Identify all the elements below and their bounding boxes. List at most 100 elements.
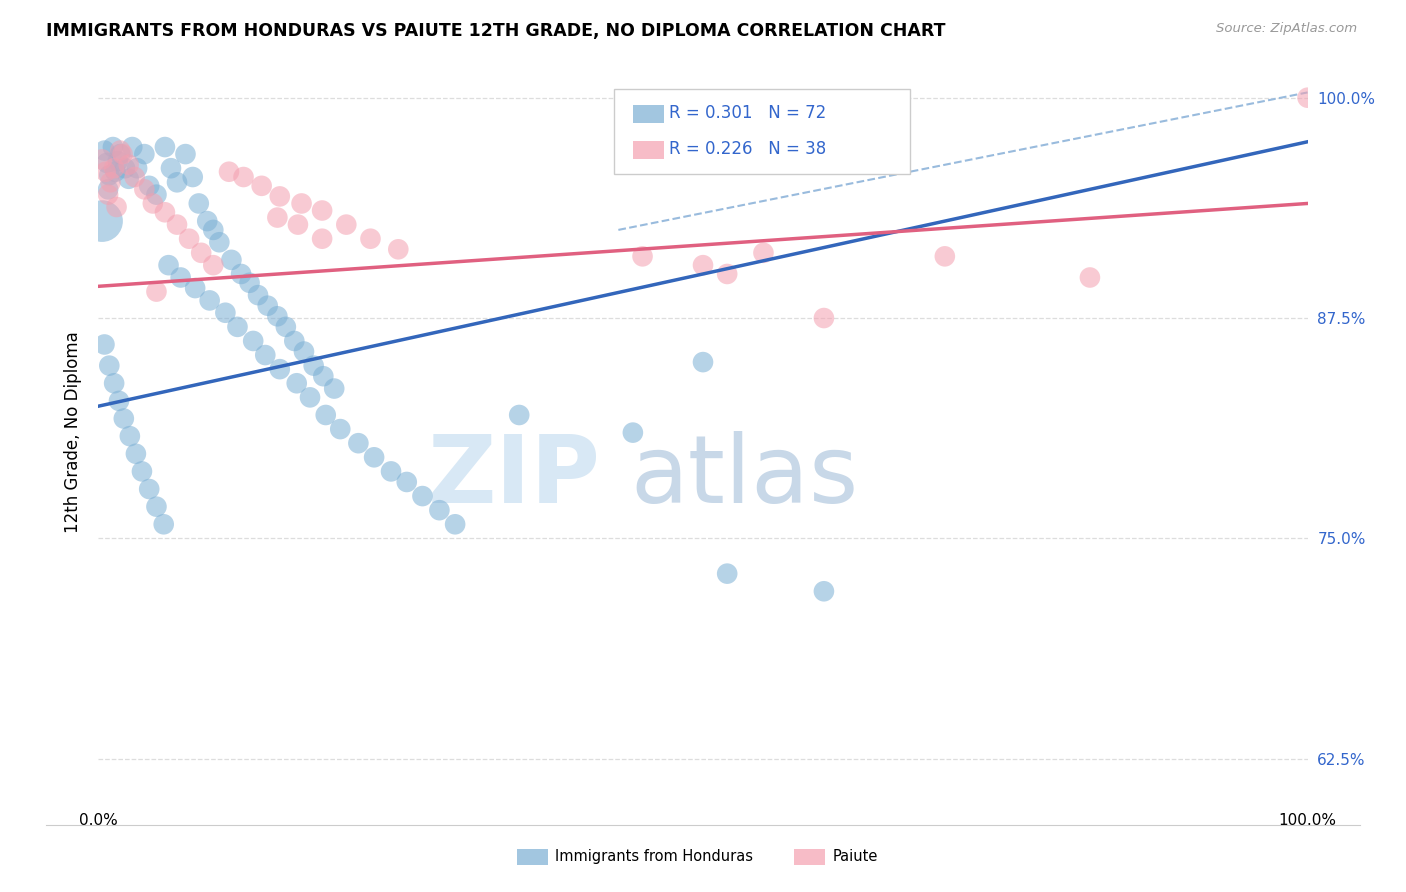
Point xyxy=(229,267,252,281)
Text: ZIP: ZIP xyxy=(427,431,600,523)
Point xyxy=(160,161,183,176)
Point xyxy=(752,245,775,260)
Point xyxy=(202,223,225,237)
Point xyxy=(692,355,714,369)
Point xyxy=(266,310,288,324)
Point xyxy=(195,214,218,228)
Point xyxy=(127,161,149,176)
Point xyxy=(118,158,141,172)
Point xyxy=(101,140,124,154)
Point xyxy=(138,178,160,193)
Point xyxy=(813,311,835,326)
Point xyxy=(97,182,120,196)
Point xyxy=(254,348,277,362)
Point xyxy=(152,517,174,532)
Point xyxy=(91,214,114,228)
Point xyxy=(134,182,156,196)
Point xyxy=(190,245,212,260)
Text: Paiute: Paiute xyxy=(832,849,877,863)
Point xyxy=(145,285,167,299)
Point xyxy=(692,258,714,272)
Point xyxy=(93,337,115,351)
Point xyxy=(311,203,333,218)
Point xyxy=(98,168,121,182)
Point xyxy=(169,270,191,285)
Point xyxy=(315,408,337,422)
Point xyxy=(100,175,122,189)
Point xyxy=(287,218,309,232)
Point xyxy=(266,211,288,225)
Point xyxy=(174,147,197,161)
Point xyxy=(395,475,418,489)
Point xyxy=(299,390,322,404)
Point xyxy=(166,218,188,232)
Point xyxy=(444,517,467,532)
Point xyxy=(121,140,143,154)
Point xyxy=(114,161,136,176)
Point xyxy=(138,482,160,496)
Point xyxy=(91,153,114,167)
Point xyxy=(103,376,125,391)
Point xyxy=(360,232,382,246)
Point xyxy=(285,376,308,391)
Point xyxy=(107,154,129,169)
Point xyxy=(329,422,352,436)
Point xyxy=(247,288,270,302)
Point xyxy=(184,281,207,295)
Point xyxy=(363,450,385,465)
Point xyxy=(716,566,738,581)
Point xyxy=(290,196,312,211)
Point xyxy=(166,175,188,189)
Point xyxy=(108,147,131,161)
Point xyxy=(508,408,530,422)
Point xyxy=(104,165,127,179)
Point xyxy=(283,334,305,348)
Point xyxy=(112,411,135,425)
Point xyxy=(208,235,231,250)
Point xyxy=(813,584,835,599)
Point xyxy=(98,359,121,373)
Point xyxy=(239,276,262,290)
Point xyxy=(187,196,209,211)
Y-axis label: 12th Grade, No Diploma: 12th Grade, No Diploma xyxy=(63,332,82,533)
Point xyxy=(218,165,240,179)
Point xyxy=(292,344,315,359)
Point xyxy=(202,258,225,272)
Point xyxy=(716,267,738,281)
Text: Source: ZipAtlas.com: Source: ZipAtlas.com xyxy=(1216,22,1357,36)
Point xyxy=(181,169,204,184)
Point xyxy=(269,189,291,203)
Point xyxy=(631,249,654,263)
Point xyxy=(274,319,297,334)
Point xyxy=(1296,91,1319,105)
Point xyxy=(118,171,141,186)
Text: atlas: atlas xyxy=(630,431,859,523)
Point xyxy=(232,169,254,184)
Text: R = 0.301   N = 72: R = 0.301 N = 72 xyxy=(669,104,827,122)
Point xyxy=(97,187,120,202)
Point xyxy=(93,144,115,158)
Point xyxy=(621,425,644,440)
Point xyxy=(153,140,176,154)
Point xyxy=(1078,270,1101,285)
Point xyxy=(347,436,370,450)
Point xyxy=(125,447,148,461)
Point xyxy=(157,258,180,272)
Point xyxy=(108,144,131,158)
Point xyxy=(94,165,117,179)
Point xyxy=(380,464,402,478)
Point xyxy=(387,242,409,256)
Point xyxy=(226,319,249,334)
Point xyxy=(214,306,236,320)
Text: Immigrants from Honduras: Immigrants from Honduras xyxy=(555,849,754,863)
Text: IMMIGRANTS FROM HONDURAS VS PAIUTE 12TH GRADE, NO DIPLOMA CORRELATION CHART: IMMIGRANTS FROM HONDURAS VS PAIUTE 12TH … xyxy=(46,22,946,40)
Point xyxy=(153,205,176,219)
Point xyxy=(105,200,128,214)
Point xyxy=(145,500,167,514)
Point xyxy=(269,362,291,376)
Point xyxy=(934,249,956,263)
Point xyxy=(118,429,141,443)
Point xyxy=(179,232,201,246)
Point xyxy=(323,382,346,396)
Point xyxy=(198,293,221,308)
